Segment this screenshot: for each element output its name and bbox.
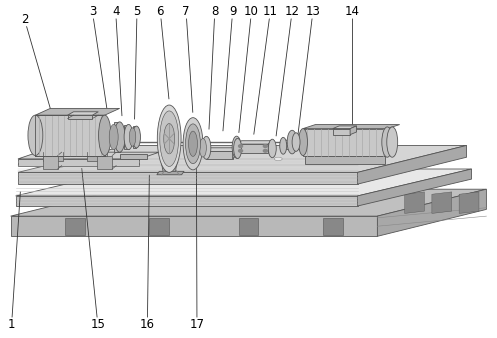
- Ellipse shape: [185, 124, 200, 164]
- Ellipse shape: [188, 131, 197, 156]
- Text: 5: 5: [133, 5, 141, 18]
- Polygon shape: [97, 155, 112, 169]
- Ellipse shape: [133, 126, 141, 148]
- Circle shape: [263, 145, 267, 147]
- Ellipse shape: [28, 115, 43, 155]
- Polygon shape: [306, 155, 385, 164]
- Ellipse shape: [387, 127, 398, 157]
- Polygon shape: [35, 115, 105, 155]
- Ellipse shape: [129, 128, 136, 146]
- Text: 6: 6: [157, 5, 164, 18]
- Ellipse shape: [280, 137, 287, 154]
- Polygon shape: [350, 126, 356, 135]
- Polygon shape: [206, 151, 233, 159]
- Text: 2: 2: [21, 13, 28, 26]
- Polygon shape: [333, 128, 350, 135]
- Ellipse shape: [202, 136, 211, 159]
- Circle shape: [263, 149, 267, 152]
- Ellipse shape: [274, 157, 282, 161]
- Polygon shape: [301, 140, 304, 149]
- Ellipse shape: [268, 139, 276, 158]
- Ellipse shape: [382, 127, 393, 157]
- Ellipse shape: [56, 164, 64, 167]
- Polygon shape: [206, 148, 236, 151]
- Text: 7: 7: [182, 5, 190, 18]
- Ellipse shape: [170, 161, 178, 164]
- Ellipse shape: [158, 105, 181, 172]
- Text: 8: 8: [211, 5, 219, 18]
- Ellipse shape: [183, 118, 203, 170]
- Text: 3: 3: [88, 5, 96, 18]
- Polygon shape: [161, 162, 177, 172]
- Polygon shape: [357, 145, 467, 184]
- Polygon shape: [35, 108, 120, 115]
- Ellipse shape: [98, 115, 111, 155]
- Polygon shape: [268, 141, 272, 153]
- Ellipse shape: [234, 138, 242, 159]
- Polygon shape: [238, 144, 268, 153]
- Polygon shape: [283, 140, 304, 143]
- Polygon shape: [18, 145, 467, 172]
- Polygon shape: [333, 126, 356, 128]
- Ellipse shape: [160, 111, 178, 167]
- Polygon shape: [239, 218, 258, 235]
- Polygon shape: [283, 143, 301, 149]
- Polygon shape: [233, 148, 236, 159]
- Polygon shape: [459, 192, 479, 213]
- Text: 9: 9: [229, 5, 237, 18]
- Text: 16: 16: [140, 318, 155, 331]
- Polygon shape: [432, 192, 452, 213]
- Ellipse shape: [124, 124, 133, 150]
- Polygon shape: [15, 196, 357, 206]
- Polygon shape: [357, 169, 472, 206]
- Text: 12: 12: [285, 5, 300, 18]
- Polygon shape: [303, 125, 400, 128]
- Text: 13: 13: [306, 5, 321, 18]
- Ellipse shape: [292, 133, 300, 151]
- Circle shape: [239, 145, 243, 147]
- Polygon shape: [18, 159, 140, 166]
- Ellipse shape: [199, 139, 206, 157]
- Circle shape: [239, 149, 243, 152]
- Text: 10: 10: [244, 5, 259, 18]
- Text: 11: 11: [263, 5, 278, 18]
- Polygon shape: [114, 122, 120, 152]
- Text: 15: 15: [90, 318, 105, 331]
- Ellipse shape: [299, 128, 308, 155]
- Polygon shape: [10, 216, 377, 236]
- Polygon shape: [323, 218, 342, 235]
- Polygon shape: [157, 171, 184, 175]
- Polygon shape: [124, 125, 129, 149]
- Text: 14: 14: [345, 5, 360, 18]
- Polygon shape: [68, 112, 98, 115]
- Polygon shape: [150, 218, 169, 235]
- Polygon shape: [65, 218, 85, 235]
- Polygon shape: [120, 154, 147, 159]
- Text: 1: 1: [8, 318, 15, 331]
- Polygon shape: [18, 172, 357, 184]
- Ellipse shape: [164, 124, 174, 154]
- Text: 4: 4: [112, 5, 119, 18]
- Polygon shape: [43, 155, 58, 169]
- Ellipse shape: [114, 122, 125, 152]
- Polygon shape: [133, 126, 137, 148]
- Polygon shape: [87, 155, 107, 161]
- Polygon shape: [15, 169, 472, 196]
- Polygon shape: [377, 189, 487, 236]
- Polygon shape: [303, 128, 387, 155]
- Ellipse shape: [287, 130, 297, 154]
- Polygon shape: [18, 152, 160, 159]
- Polygon shape: [43, 155, 63, 161]
- Ellipse shape: [232, 136, 241, 158]
- Ellipse shape: [109, 124, 118, 150]
- Polygon shape: [238, 141, 272, 144]
- Ellipse shape: [343, 154, 351, 157]
- Polygon shape: [10, 189, 487, 216]
- Polygon shape: [68, 115, 92, 119]
- Text: 17: 17: [189, 318, 204, 331]
- Polygon shape: [405, 192, 424, 213]
